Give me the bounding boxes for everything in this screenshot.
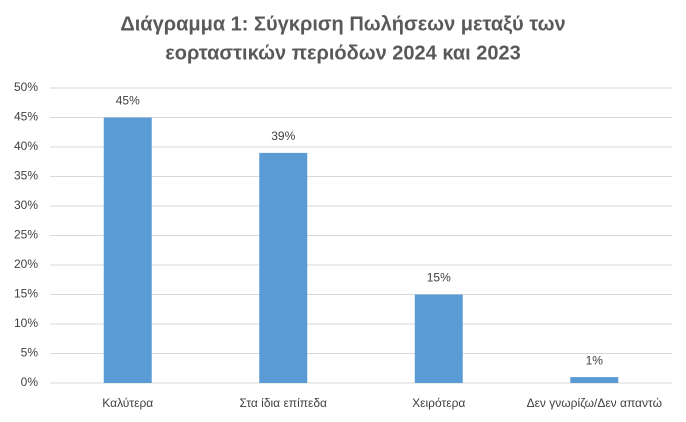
- y-tick-label: 30%: [14, 198, 38, 212]
- x-tick-label: Δεν γνωρίζω/Δεν απαντώ: [527, 396, 662, 410]
- y-tick-label: 25%: [14, 228, 38, 242]
- chart-title: εορταστικών περιόδων 2024 και 2023: [165, 42, 521, 64]
- bar: [103, 117, 152, 383]
- data-label: 39%: [271, 129, 295, 143]
- y-tick-label: 0%: [21, 375, 39, 389]
- data-label: 15%: [427, 271, 451, 285]
- chart-title: Διάγραμμα 1: Σύγκριση Πωλήσεων μεταξύ τω…: [120, 13, 565, 35]
- data-label: 1%: [586, 353, 604, 367]
- y-tick-label: 50%: [14, 80, 38, 94]
- bar: [259, 152, 308, 383]
- y-tick-label: 20%: [14, 257, 38, 271]
- y-tick-label: 35%: [14, 169, 38, 183]
- bar: [570, 377, 619, 383]
- x-tick-label: Χειρότερα: [412, 396, 465, 410]
- y-tick-label: 10%: [14, 316, 38, 330]
- x-tick-label: Καλύτερα: [102, 396, 153, 410]
- data-label: 45%: [116, 94, 140, 108]
- y-tick-label: 40%: [14, 139, 38, 153]
- y-tick-label: 5%: [21, 346, 39, 360]
- y-tick-label: 15%: [14, 287, 38, 301]
- y-tick-label: 45%: [14, 110, 38, 124]
- x-tick-label: Στα ίδια επίπεδα: [239, 396, 327, 410]
- bar: [414, 294, 463, 383]
